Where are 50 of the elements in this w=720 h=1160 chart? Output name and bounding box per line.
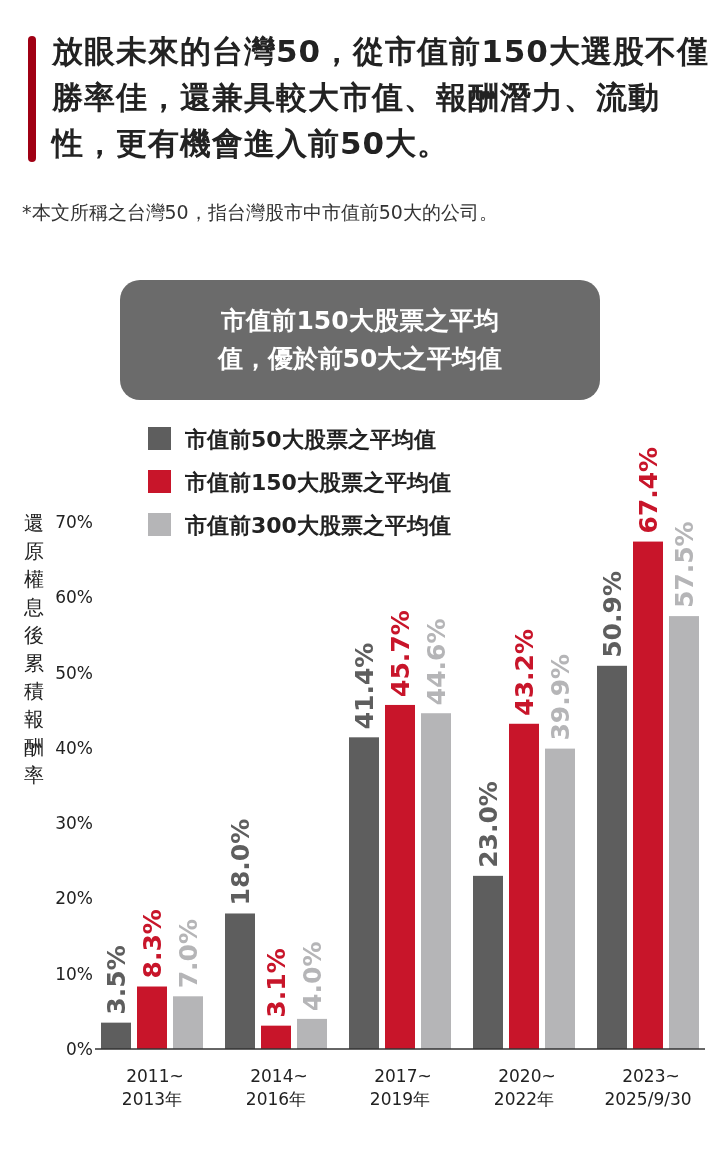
bar: [349, 737, 379, 1049]
data-label: 18.0%: [226, 818, 255, 906]
text: 市值前150大股票之平均值，優於前50大之平均值: [120, 280, 600, 400]
legend-label: 市值前300大股票之平均值: [184, 513, 451, 538]
chart-title: 放眼未來的台灣50，從市值前150大選股不僅勝率佳，還兼具較大市值、報酬潛力、流動性，更有機會進入前50大。: [52, 32, 710, 163]
bar: [669, 616, 699, 1049]
data-label: 3.1%: [262, 948, 291, 1018]
bar: [297, 1018, 327, 1049]
data-label: 7.0%: [174, 918, 203, 989]
y-tick-label: 70%: [55, 512, 93, 532]
bar: [473, 875, 503, 1049]
y-tick-label: 20%: [55, 888, 93, 909]
y-tick-label: 60%: [55, 587, 93, 608]
data-label: 3.5%: [102, 945, 131, 1015]
data-label: 67.4%: [634, 446, 663, 534]
bar: [173, 996, 203, 1049]
x-tick-label: 2017~2019年: [369, 1066, 432, 1109]
data-label: 57.5%: [670, 521, 699, 609]
y-tick-label: 0%: [66, 1039, 93, 1059]
bar: [421, 713, 451, 1049]
legend-label: 市值前50大股票之平均值: [184, 427, 436, 452]
data-label: 50.9%: [598, 571, 627, 658]
bar: [597, 665, 627, 1049]
data-label: 23.0%: [474, 781, 503, 868]
bar: [385, 704, 415, 1049]
text: 還原權息後累積報酬率: [24, 511, 44, 787]
data-label: 45.7%: [386, 610, 415, 697]
x-tick-label: 2020~2022年: [493, 1066, 556, 1109]
x-tick-label: 2011~2013年: [121, 1066, 184, 1109]
bar: [633, 541, 663, 1049]
bar: [545, 748, 575, 1049]
legend-label: 市值前150大股票之平均值: [184, 470, 451, 495]
x-tick-label: 2023~2025/9/30: [604, 1066, 692, 1109]
data-label: 41.4%: [350, 642, 379, 730]
y-tick-label: 30%: [55, 813, 93, 834]
x-tick-label: 2014~2016年: [245, 1066, 308, 1109]
bar: [101, 1022, 131, 1049]
data-label: 43.2%: [510, 629, 539, 716]
y-tick-label: 50%: [55, 662, 93, 683]
bar: [225, 913, 255, 1049]
bar: [137, 986, 167, 1049]
y-tick-label: 10%: [55, 963, 93, 984]
data-label: 4.0%: [298, 941, 327, 1011]
data-label: 39.9%: [546, 653, 575, 741]
data-label: 44.6%: [422, 618, 451, 706]
y-tick-label: 40%: [55, 737, 93, 758]
data-label: 8.3%: [138, 909, 167, 979]
bar: [509, 723, 539, 1049]
chart-subtitle: *本文所稱之台灣50，指台灣股市中市值前50大的公司。: [22, 200, 499, 225]
bar: [261, 1025, 291, 1049]
